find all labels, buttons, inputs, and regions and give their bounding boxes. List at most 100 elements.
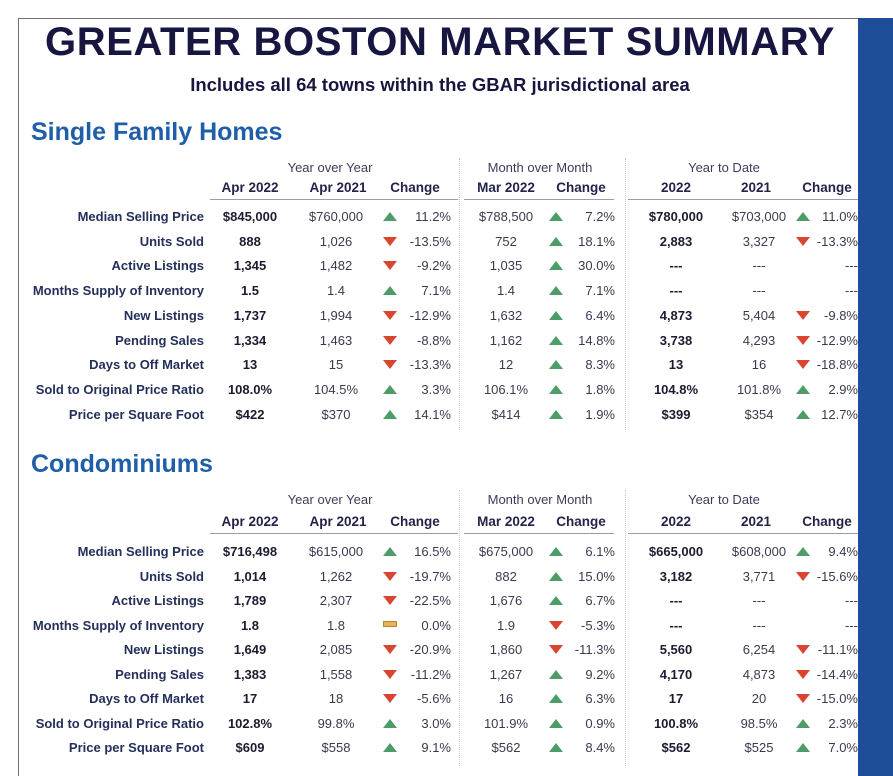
metric-label: Sold to Original Price Ratio bbox=[35, 382, 204, 397]
current-month-value: 108.0% bbox=[227, 382, 273, 397]
trend-down-icon bbox=[796, 237, 810, 246]
year-over-year-change: 11.2% bbox=[415, 209, 451, 224]
month-over-month-change: 14.8% bbox=[578, 333, 615, 348]
trend-up-icon bbox=[796, 547, 810, 556]
ytd-prior-value: 6,254 bbox=[742, 642, 776, 657]
trend-flat-icon bbox=[383, 621, 397, 627]
section-title: Condominiums bbox=[31, 450, 213, 478]
metric-label: Days to Off Market bbox=[89, 691, 204, 706]
prior-month-value: $675,000 bbox=[478, 544, 534, 559]
year-to-date-change: --- bbox=[845, 593, 858, 608]
current-month-value: 1,789 bbox=[233, 593, 267, 608]
prior-year-value: 1,262 bbox=[319, 569, 353, 584]
current-month-value: 13 bbox=[242, 357, 258, 372]
year-to-date-change: -9.8% bbox=[824, 308, 858, 323]
prior-month-value: 882 bbox=[495, 569, 517, 584]
trend-down-icon bbox=[796, 360, 810, 369]
prior-month-value: 12 bbox=[498, 357, 514, 372]
prior-year-value: $558 bbox=[321, 740, 351, 755]
trend-down-icon bbox=[383, 645, 397, 654]
prior-month-value: 106.1% bbox=[483, 382, 529, 397]
trend-up-icon bbox=[796, 743, 810, 752]
header-underline bbox=[464, 199, 614, 200]
prior-month-value: 1,676 bbox=[489, 593, 523, 608]
prior-year-value: 1.8 bbox=[326, 618, 346, 633]
year-over-year-change: -12.9% bbox=[409, 308, 451, 323]
ytd-current-value: 104.8% bbox=[653, 382, 699, 397]
column-header: 2022 bbox=[660, 514, 692, 529]
trend-up-icon bbox=[549, 596, 563, 605]
current-month-value: 1,334 bbox=[233, 333, 267, 348]
current-month-value: $716,498 bbox=[222, 544, 278, 559]
year-over-year-change: 14.1% bbox=[414, 407, 451, 422]
header-underline bbox=[464, 533, 614, 534]
month-over-month-change: 9.2% bbox=[585, 667, 615, 682]
header-underline bbox=[628, 199, 858, 200]
current-month-value: 1.5 bbox=[240, 283, 260, 298]
metric-label: Sold to Original Price Ratio bbox=[35, 716, 204, 731]
header-underline bbox=[210, 533, 458, 534]
metric-label: Days to Off Market bbox=[89, 357, 204, 372]
year-over-year-change: -11.2% bbox=[410, 667, 451, 682]
metric-label: Median Selling Price bbox=[77, 544, 204, 559]
trend-up-icon bbox=[549, 237, 563, 246]
prior-month-value: 1,162 bbox=[489, 333, 523, 348]
trend-down-icon bbox=[796, 670, 810, 679]
year-to-date-change: -18.8% bbox=[816, 357, 858, 372]
year-to-date-change: -13.3% bbox=[816, 234, 858, 249]
trend-up-icon bbox=[796, 385, 810, 394]
ytd-current-value: 5,560 bbox=[659, 642, 693, 657]
month-over-month-change: 8.4% bbox=[585, 740, 615, 755]
month-over-month-change: 6.3% bbox=[585, 691, 615, 706]
year-to-date-change: --- bbox=[845, 258, 858, 273]
trend-up-icon bbox=[549, 743, 563, 752]
trend-up-icon bbox=[796, 719, 810, 728]
year-to-date-change: -14.4% bbox=[816, 667, 858, 682]
ytd-current-value: 17 bbox=[668, 691, 684, 706]
ytd-prior-value: 101.8% bbox=[736, 382, 782, 397]
year-over-year-change: -20.9% bbox=[409, 642, 451, 657]
group-label-year-to-date: Year to Date bbox=[688, 492, 760, 507]
trend-down-icon bbox=[796, 572, 810, 581]
trend-down-icon bbox=[383, 596, 397, 605]
ytd-prior-value: $354 bbox=[744, 407, 774, 422]
year-over-year-change: 7.1% bbox=[421, 283, 451, 298]
year-to-date-change: 11.0% bbox=[822, 209, 858, 224]
month-over-month-change: 6.7% bbox=[585, 593, 615, 608]
ytd-current-value: 4,873 bbox=[659, 308, 693, 323]
prior-year-value: 2,085 bbox=[319, 642, 353, 657]
trend-down-icon bbox=[549, 645, 563, 654]
month-over-month-change: 18.1% bbox=[578, 234, 615, 249]
prior-month-value: 16 bbox=[498, 691, 514, 706]
group-label-year-to-date: Year to Date bbox=[688, 160, 760, 175]
trend-down-icon bbox=[796, 311, 810, 320]
column-header: Apr 2022 bbox=[221, 180, 279, 195]
ytd-current-value: --- bbox=[669, 618, 683, 633]
metric-label: Median Selling Price bbox=[77, 209, 204, 224]
ytd-current-value: $665,000 bbox=[648, 544, 704, 559]
ytd-prior-value: 98.5% bbox=[740, 716, 778, 731]
group-label-year-over-year: Year over Year bbox=[287, 160, 373, 175]
prior-month-value: 1.4 bbox=[496, 283, 516, 298]
column-header: Mar 2022 bbox=[477, 180, 535, 195]
trend-down-icon bbox=[549, 621, 563, 630]
current-month-value: $422 bbox=[235, 407, 265, 422]
metric-label: New Listings bbox=[123, 308, 204, 323]
month-over-month-change: 15.0% bbox=[578, 569, 615, 584]
prior-year-value: 1,482 bbox=[319, 258, 353, 273]
month-over-month-change: -11.3% bbox=[574, 642, 615, 657]
column-header: Apr 2021 bbox=[309, 180, 367, 195]
year-to-date-change: --- bbox=[845, 283, 858, 298]
trend-up-icon bbox=[383, 743, 397, 752]
section-title: Single Family Homes bbox=[31, 118, 283, 146]
prior-year-value: 99.8% bbox=[317, 716, 355, 731]
trend-up-icon bbox=[549, 719, 563, 728]
current-month-value: $845,000 bbox=[222, 209, 278, 224]
trend-down-icon bbox=[383, 670, 397, 679]
trend-up-icon bbox=[549, 336, 563, 345]
ytd-current-value: --- bbox=[669, 258, 683, 273]
trend-up-icon bbox=[549, 670, 563, 679]
ytd-prior-value: 4,873 bbox=[742, 667, 776, 682]
metric-label: Months Supply of Inventory bbox=[32, 618, 204, 633]
trend-down-icon bbox=[383, 311, 397, 320]
